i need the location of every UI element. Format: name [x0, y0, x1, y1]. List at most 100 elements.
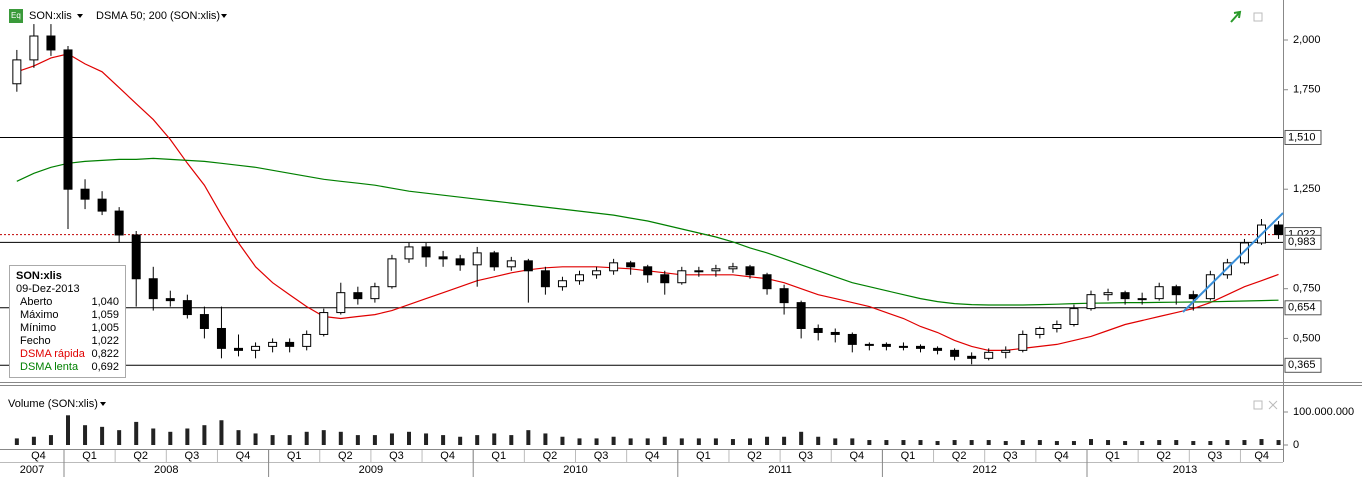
volume-bar — [14, 438, 19, 445]
candle-body — [421, 246, 431, 258]
header-indicator[interactable]: DSMA 50; 200 (SON:xlis) — [96, 10, 220, 22]
dropdown-arrow[interactable] — [100, 402, 106, 406]
year-label: 2007 — [20, 464, 44, 476]
quarter-label: Q2 — [338, 450, 353, 462]
info-slow-label: DSMA lenta — [20, 361, 79, 373]
volume-bar — [304, 431, 309, 445]
candle-body — [455, 258, 465, 266]
candle-body — [1103, 292, 1113, 296]
candle-body — [762, 274, 772, 290]
volume-bar — [560, 436, 565, 445]
volume-bar — [407, 431, 411, 445]
candle-body — [745, 266, 755, 276]
volume-bar — [1037, 440, 1042, 445]
quarter-label: Q1 — [1105, 450, 1120, 462]
volume-bar — [901, 440, 906, 445]
candle-body — [694, 270, 704, 273]
quarter-label: Q1 — [491, 450, 506, 462]
volume-bar — [1276, 440, 1281, 445]
volume-bar — [83, 425, 88, 445]
candle-body — [796, 302, 806, 329]
candle-body — [216, 327, 226, 349]
volume-bar — [867, 440, 872, 445]
volume-bar — [287, 435, 292, 445]
volume-bar — [185, 428, 190, 445]
candle-body — [1018, 333, 1028, 351]
candle-body — [984, 351, 994, 359]
quarter-label: Q4 — [31, 450, 46, 462]
candle-body — [251, 345, 261, 351]
info-value: 1,040 — [91, 296, 119, 308]
volume-bar — [969, 440, 974, 445]
dropdown-arrow[interactable] — [77, 14, 83, 18]
candle-body — [1120, 292, 1130, 300]
y-tick-label: 0,750 — [1293, 283, 1321, 295]
quarter-label: Q2 — [133, 450, 148, 462]
candle-body — [472, 252, 482, 266]
volume-bar — [219, 420, 224, 445]
volume-bar — [1054, 441, 1059, 445]
candle-body — [80, 188, 90, 200]
candle-body — [489, 252, 499, 268]
candle-body — [63, 49, 73, 190]
quarter-label: Q3 — [185, 450, 200, 462]
maximize-icon[interactable] — [1253, 400, 1263, 410]
trend-tool-icon[interactable] — [1230, 10, 1242, 23]
volume-bar — [509, 435, 514, 445]
candle-body — [660, 274, 670, 284]
volume-bar — [696, 438, 701, 445]
volume-bar — [918, 440, 923, 445]
candle-body — [779, 288, 789, 304]
candle-body — [336, 292, 346, 314]
volume-bar — [628, 438, 633, 445]
info-value: 1,059 — [91, 309, 119, 321]
quarter-label: Q4 — [1254, 450, 1269, 462]
candle-body — [1274, 224, 1284, 236]
equity-icon[interactable] — [9, 9, 23, 23]
info-box: SON:xlis 09-Dez-2013 DSMA rápida 0,822 D… — [9, 265, 126, 378]
header-symbol[interactable]: SON:xlis — [29, 10, 72, 22]
quarter-label: Q3 — [1208, 450, 1223, 462]
volume-bar — [850, 438, 855, 445]
candle-body — [131, 234, 141, 280]
y-tick-label: 1,750 — [1293, 84, 1321, 96]
plot-area — [0, 24, 1284, 366]
volume-bar — [526, 430, 531, 445]
candle-body — [728, 266, 738, 270]
volume-bar — [662, 436, 667, 445]
candle-body — [898, 345, 908, 348]
volume-bar — [1225, 440, 1230, 445]
dropdown-arrow[interactable] — [221, 14, 227, 18]
volume-bar — [1020, 440, 1025, 445]
candle-body — [592, 270, 602, 276]
maximize-icon[interactable] — [1253, 12, 1263, 22]
volume-bar — [202, 425, 207, 445]
volume-bar — [372, 435, 377, 445]
level-line-label-box — [1284, 129, 1322, 145]
volume-bar — [543, 433, 548, 445]
volume-bar — [679, 438, 684, 445]
candle-body — [830, 331, 840, 335]
volume-bar — [134, 421, 139, 445]
close-icon[interactable] — [1268, 400, 1278, 410]
candle-body — [609, 262, 619, 272]
candle-body — [268, 341, 278, 347]
level-line-label: 1,510 — [1288, 131, 1316, 143]
candle-body — [575, 274, 584, 282]
candle-body — [557, 280, 567, 288]
candle-body — [285, 341, 295, 347]
volume-bar — [151, 428, 156, 445]
volume-bar — [1259, 439, 1264, 445]
y-tick-label: 0,500 — [1293, 332, 1321, 344]
candle-body — [540, 270, 550, 288]
level-line-label: 0,654 — [1288, 302, 1316, 314]
volume-bar — [1071, 441, 1076, 445]
info-value: 1,005 — [91, 322, 119, 334]
candle-body — [711, 268, 721, 272]
year-label: 2008 — [154, 464, 178, 476]
info-label: Máximo — [20, 309, 59, 321]
year-label: 2009 — [359, 464, 383, 476]
